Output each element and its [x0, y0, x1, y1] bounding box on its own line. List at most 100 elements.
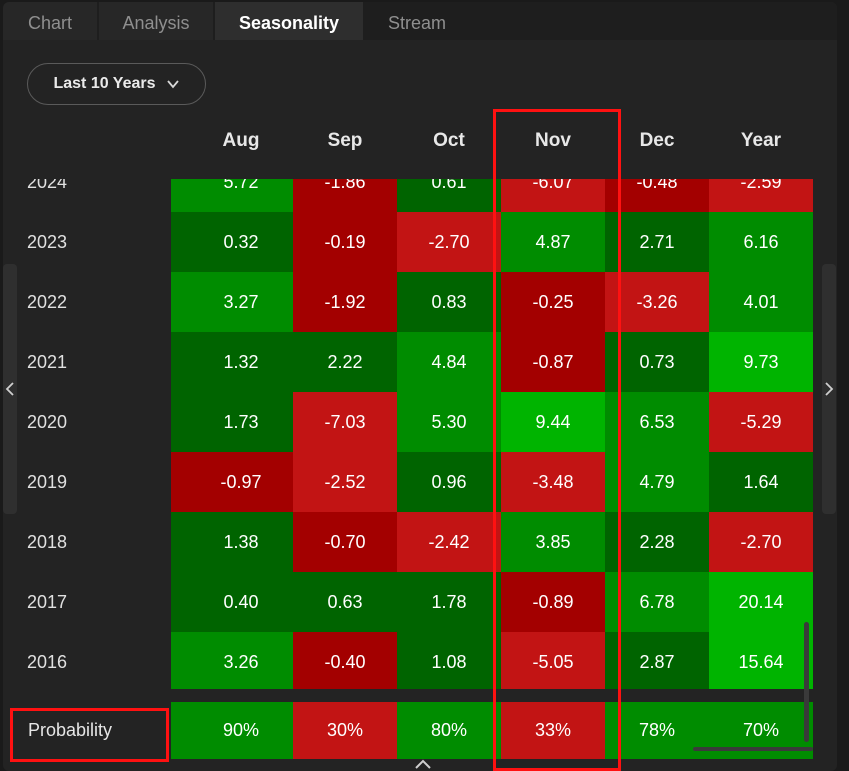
range-dropdown[interactable]: Last 10 Years	[27, 63, 206, 105]
scroll-left-button[interactable]	[3, 264, 17, 514]
row-year-label: 2019	[27, 472, 68, 492]
table-cell: 0.32	[187, 212, 295, 272]
row-year-label: 2017	[27, 592, 68, 612]
table-cell: 0.83	[397, 272, 501, 332]
partial-column-edge	[171, 632, 187, 689]
table-cell: -2.42	[397, 512, 501, 572]
table-cell: -3.26	[605, 272, 709, 332]
table-cell: -7.03	[293, 392, 397, 452]
probability-row: Probability 90% 30% 80% 33% 78% 70%	[3, 702, 837, 759]
table-row: 2020 1.73 -7.03 5.30 9.44 6.53 -5.29	[3, 392, 837, 452]
table-cell: 0.96	[397, 452, 501, 512]
tab-bg	[99, 2, 213, 40]
table-cell: 3.26	[187, 632, 295, 689]
table-cell: 9.73	[709, 332, 813, 392]
table-cell: 6.53	[605, 392, 709, 452]
vertical-scrollbar[interactable]	[804, 622, 809, 742]
horizontal-scrollbar[interactable]	[693, 747, 813, 751]
table-cell: 1.64	[709, 452, 813, 512]
row-year-label: 2016	[27, 652, 68, 672]
tab-chart[interactable]: Chart	[27, 13, 72, 33]
table-cell: -5.29	[709, 392, 813, 452]
table-cell: 3.85	[501, 512, 605, 572]
tab-bg	[3, 2, 97, 40]
row-year-label: 2018	[27, 532, 68, 552]
table-cell: 4.84	[397, 332, 501, 392]
row-year-label: 2021	[27, 352, 68, 372]
table-cell: 2.71	[605, 212, 709, 272]
row-year-label: 2020	[27, 412, 68, 432]
column-header-sep: Sep	[327, 130, 363, 151]
table-cell: -0.19	[293, 212, 397, 272]
chevron-down-icon	[166, 80, 179, 89]
partial-column-edge	[171, 452, 187, 512]
tab-seasonality[interactable]: Seasonality	[215, 2, 363, 40]
table-cell: -2.59	[709, 179, 813, 212]
probability-cell: 30%	[293, 702, 397, 759]
table-cell: -6.07	[501, 179, 605, 212]
table-cell: 1.08	[397, 632, 501, 689]
partial-column-edge	[171, 702, 187, 759]
partial-column-edge	[171, 512, 187, 572]
table-cell: 0.40	[187, 572, 295, 632]
table-cell: -0.25	[501, 272, 605, 332]
row-year-label: 2023	[27, 232, 68, 252]
row-year-label: 2022	[27, 292, 68, 312]
table-row: 2016 3.26 -0.40 1.08 -5.05 2.87 15.64	[3, 632, 837, 689]
column-header-dec: Dec	[639, 130, 675, 151]
column-header-aug: Aug	[222, 130, 260, 151]
partial-column-edge	[171, 179, 187, 212]
column-header-nov: Nov	[535, 130, 571, 151]
table-cell: 0.73	[605, 332, 709, 392]
table-cell: 4.01	[709, 272, 813, 332]
table-cell: 4.87	[501, 212, 605, 272]
range-dropdown-label: Last 10 Years	[53, 75, 156, 92]
tab-bar: Chart Analysis Seasonality Stream	[3, 2, 837, 40]
table-cell: 4.79	[605, 452, 709, 512]
table-cell: -0.97	[187, 452, 295, 512]
probability-cell: 78%	[605, 702, 709, 759]
probability-cell: 33%	[501, 702, 605, 759]
collapse-up-icon[interactable]	[412, 757, 434, 771]
table-cell: 3.27	[187, 272, 295, 332]
tab-analysis[interactable]: Analysis	[122, 13, 190, 33]
table-cell: -2.70	[709, 512, 813, 572]
scroll-right-button[interactable]	[822, 264, 836, 514]
probability-cell: 90%	[187, 702, 295, 759]
table-row: 2018 1.38 -0.70 -2.42 3.85 2.28 -2.70	[3, 512, 837, 572]
tab-stream[interactable]: Stream	[387, 13, 447, 33]
column-header-year: Year	[740, 130, 782, 151]
table-cell: -0.87	[501, 332, 605, 392]
table-cell: -0.89	[501, 572, 605, 632]
table-cell: 5.72	[187, 179, 295, 212]
table-cell: -3.48	[501, 452, 605, 512]
table-cell: 1.73	[187, 392, 295, 452]
table-cell: 6.16	[709, 212, 813, 272]
table-cell: -5.05	[501, 632, 605, 689]
table-cell: -0.40	[293, 632, 397, 689]
table-cell: 6.78	[605, 572, 709, 632]
partial-column-edge	[171, 572, 187, 632]
table-cell: 1.38	[187, 512, 295, 572]
table-cell: 1.32	[187, 332, 295, 392]
partial-column-edge	[171, 392, 187, 452]
table-cell: -2.70	[397, 212, 501, 272]
table-cell: 2.28	[605, 512, 709, 572]
table-cell: 1.78	[397, 572, 501, 632]
column-header-oct: Oct	[433, 130, 465, 151]
partial-column-edge	[171, 212, 187, 272]
table-cell: 5.30	[397, 392, 501, 452]
table-cell: -2.52	[293, 452, 397, 512]
table-cell: -0.70	[293, 512, 397, 572]
table-cell: 0.61	[397, 179, 501, 212]
chevron-right-icon	[825, 382, 834, 396]
seasonality-table: 2024 5.72 -1.86 0.61 -6.07 -0.48 -2.59 2023 0.32…	[3, 179, 837, 689]
table-cell: 20.14	[709, 572, 813, 632]
table-cell: 2.87	[605, 632, 709, 689]
table-cell: 2.22	[293, 332, 397, 392]
table-cell: -1.86	[293, 179, 397, 212]
table-row: 2017 0.40 0.63 1.78 -0.89 6.78 20.14	[3, 572, 837, 632]
table-cell: 15.64	[709, 632, 813, 689]
table-cell: -1.92	[293, 272, 397, 332]
probability-label: Probability	[28, 720, 113, 740]
